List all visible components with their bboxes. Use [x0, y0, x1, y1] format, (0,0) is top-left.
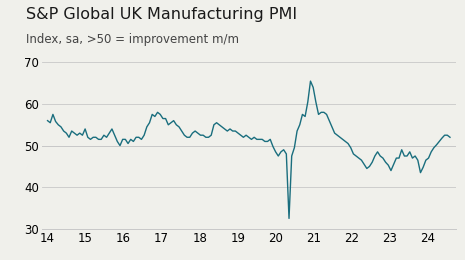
Text: Index, sa, >50 = improvement m/m: Index, sa, >50 = improvement m/m [26, 32, 239, 46]
Text: S&P Global UK Manufacturing PMI: S&P Global UK Manufacturing PMI [26, 6, 297, 22]
